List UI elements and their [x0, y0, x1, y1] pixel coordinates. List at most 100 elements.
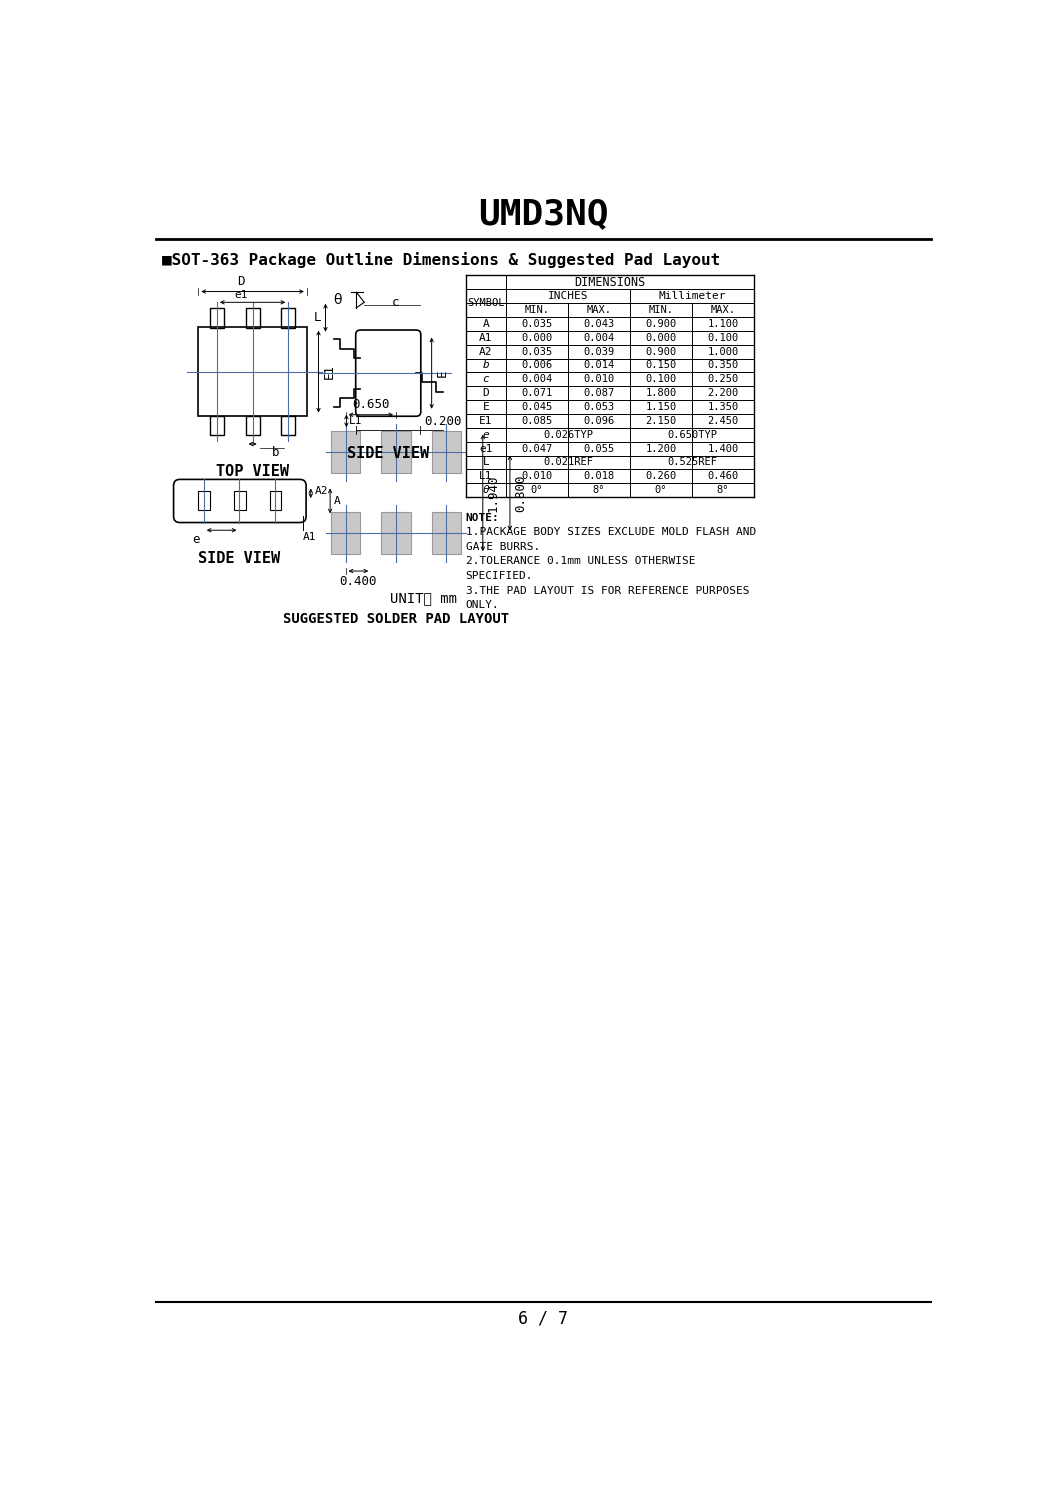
- Text: 0.525REF: 0.525REF: [667, 457, 717, 468]
- Text: 0.900: 0.900: [646, 319, 676, 328]
- Text: 0.071: 0.071: [522, 388, 552, 399]
- Bar: [210, 309, 224, 328]
- Bar: [246, 309, 260, 328]
- Text: 0.650: 0.650: [352, 397, 390, 411]
- Text: 0.021REF: 0.021REF: [543, 457, 593, 468]
- Text: 0.250: 0.250: [707, 375, 739, 384]
- Text: 0.650TYP: 0.650TYP: [667, 430, 717, 439]
- Text: 0.260: 0.260: [646, 471, 676, 481]
- Text: GATE BURRS.: GATE BURRS.: [465, 541, 540, 552]
- Bar: [210, 415, 224, 435]
- Text: SUGGESTED SOLDER PAD LAYOUT: SUGGESTED SOLDER PAD LAYOUT: [283, 612, 509, 625]
- Text: c: c: [392, 295, 400, 309]
- Bar: [382, 511, 410, 555]
- Bar: [198, 492, 210, 510]
- Text: L: L: [314, 312, 321, 324]
- Text: 0.200: 0.200: [424, 415, 461, 427]
- Text: 0.045: 0.045: [522, 402, 552, 412]
- Bar: [331, 511, 360, 555]
- Text: A1: A1: [479, 333, 493, 343]
- Text: θ: θ: [482, 486, 490, 495]
- Text: 0.047: 0.047: [522, 444, 552, 454]
- Text: 0.800: 0.800: [514, 475, 527, 513]
- Text: 1.000: 1.000: [707, 346, 739, 357]
- Text: E1: E1: [479, 415, 493, 426]
- Text: e: e: [482, 430, 490, 439]
- Text: e: e: [193, 532, 200, 546]
- Text: 0.150: 0.150: [646, 360, 676, 370]
- Text: 2.450: 2.450: [707, 415, 739, 426]
- Text: MAX.: MAX.: [710, 304, 736, 315]
- Text: NOTE:: NOTE:: [465, 513, 499, 523]
- Bar: [431, 511, 461, 555]
- Text: D: D: [237, 274, 245, 288]
- Text: c: c: [482, 375, 490, 384]
- Text: TOP VIEW: TOP VIEW: [216, 465, 289, 480]
- Bar: [198, 327, 307, 415]
- Text: 1.350: 1.350: [707, 402, 739, 412]
- Text: 0.350: 0.350: [707, 360, 739, 370]
- Text: 0.100: 0.100: [646, 375, 676, 384]
- Text: E: E: [436, 369, 448, 376]
- Text: 0.000: 0.000: [646, 333, 676, 343]
- Text: 0.004: 0.004: [522, 375, 552, 384]
- Text: 2.TOLERANCE 0.1mm UNLESS OTHERWISE: 2.TOLERANCE 0.1mm UNLESS OTHERWISE: [465, 556, 695, 567]
- Text: 0.010: 0.010: [522, 471, 552, 481]
- Text: 1.400: 1.400: [707, 444, 739, 454]
- Text: 6 / 7: 6 / 7: [518, 1310, 568, 1328]
- Text: θ: θ: [333, 292, 341, 307]
- Text: 0.006: 0.006: [522, 360, 552, 370]
- Text: 8°: 8°: [593, 486, 605, 495]
- Text: 1.200: 1.200: [646, 444, 676, 454]
- Text: 8°: 8°: [717, 486, 729, 495]
- Text: 2.200: 2.200: [707, 388, 739, 399]
- Text: 0.096: 0.096: [583, 415, 615, 426]
- Text: SIDE VIEW: SIDE VIEW: [198, 552, 281, 567]
- Bar: [281, 309, 296, 328]
- Text: L: L: [482, 457, 490, 468]
- Text: MAX.: MAX.: [586, 304, 612, 315]
- Text: A: A: [482, 319, 490, 328]
- Text: SIDE VIEW: SIDE VIEW: [348, 447, 429, 462]
- Text: A2: A2: [479, 346, 493, 357]
- Text: 0°: 0°: [655, 486, 668, 495]
- Text: b: b: [482, 360, 490, 370]
- Text: DIMENSIONS: DIMENSIONS: [575, 276, 646, 289]
- Text: SPECIFIED.: SPECIFIED.: [465, 571, 533, 582]
- Text: 0.010: 0.010: [583, 375, 615, 384]
- Text: A: A: [334, 496, 340, 507]
- Text: E: E: [482, 402, 490, 412]
- Bar: [431, 430, 461, 474]
- Text: UNIT： mm: UNIT： mm: [390, 591, 457, 606]
- Text: MIN.: MIN.: [649, 304, 673, 315]
- Text: D: D: [482, 388, 490, 399]
- Text: A1: A1: [303, 532, 317, 541]
- Text: b: b: [272, 447, 280, 459]
- Text: 0.014: 0.014: [583, 360, 615, 370]
- Text: 0.053: 0.053: [583, 402, 615, 412]
- Text: 1.940: 1.940: [487, 475, 499, 513]
- Text: 1.100: 1.100: [707, 319, 739, 328]
- Text: 0.039: 0.039: [583, 346, 615, 357]
- Text: 1.PACKAGE BODY SIZES EXCLUDE MOLD FLASH AND: 1.PACKAGE BODY SIZES EXCLUDE MOLD FLASH …: [465, 528, 756, 537]
- Text: MIN.: MIN.: [525, 304, 549, 315]
- Text: 0.085: 0.085: [522, 415, 552, 426]
- Text: 3.THE PAD LAYOUT IS FOR REFERENCE PURPOSES: 3.THE PAD LAYOUT IS FOR REFERENCE PURPOS…: [465, 586, 749, 595]
- Text: 0.100: 0.100: [707, 333, 739, 343]
- Text: 0.026TYP: 0.026TYP: [543, 430, 593, 439]
- Text: 0.035: 0.035: [522, 319, 552, 328]
- Text: e1: e1: [479, 444, 493, 454]
- Text: UMD3NQ: UMD3NQ: [478, 196, 608, 231]
- Bar: [281, 415, 296, 435]
- Text: SYMBOL: SYMBOL: [467, 298, 505, 309]
- Text: ■SOT-363 Package Outline Dimensions & Suggested Pad Layout: ■SOT-363 Package Outline Dimensions & Su…: [162, 252, 720, 268]
- Text: e1: e1: [234, 289, 248, 300]
- Text: 0.900: 0.900: [646, 346, 676, 357]
- Text: 0.004: 0.004: [583, 333, 615, 343]
- Bar: [246, 415, 260, 435]
- Text: A2: A2: [315, 486, 329, 496]
- Text: 0.000: 0.000: [522, 333, 552, 343]
- Text: E1: E1: [322, 364, 335, 379]
- Text: 0.055: 0.055: [583, 444, 615, 454]
- Text: 0.400: 0.400: [339, 576, 376, 588]
